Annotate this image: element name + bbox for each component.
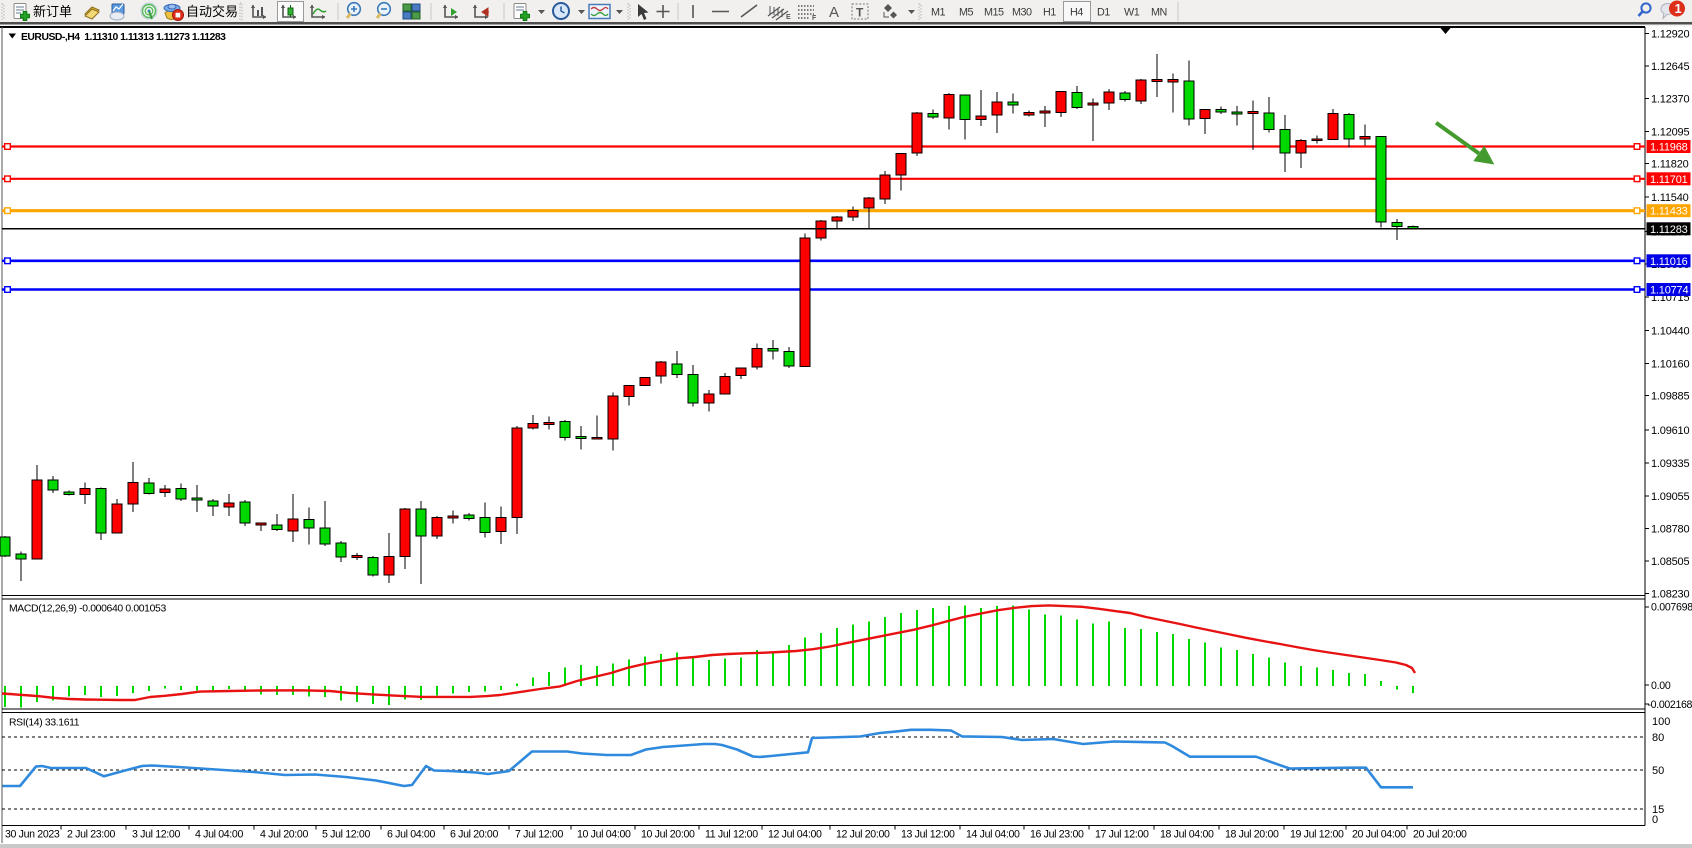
svg-text:F: F: [812, 15, 817, 22]
svg-text:1.09885: 1.09885: [1651, 391, 1689, 403]
svg-text:10 Jul 04:00: 10 Jul 04:00: [577, 829, 631, 841]
svg-text:17 Jul 12:00: 17 Jul 12:00: [1095, 829, 1149, 841]
svg-text:1.12370: 1.12370: [1651, 94, 1689, 106]
svg-text:12 Jul 04:00: 12 Jul 04:00: [768, 829, 822, 841]
svg-text:80: 80: [1652, 732, 1664, 744]
svg-text:20 Jul 04:00: 20 Jul 04:00: [1352, 829, 1406, 841]
svg-text:0.00: 0.00: [1651, 680, 1671, 692]
svg-text:2 Jul 23:00: 2 Jul 23:00: [67, 829, 115, 841]
svg-text:1.12920: 1.12920: [1651, 29, 1689, 41]
svg-text:MN: MN: [1151, 7, 1167, 19]
svg-text:M1: M1: [931, 7, 945, 19]
svg-text:10 Jul 20:00: 10 Jul 20:00: [641, 829, 695, 841]
svg-text:30 Jun 2023: 30 Jun 2023: [5, 829, 60, 841]
svg-text:1.11968: 1.11968: [1650, 142, 1688, 154]
svg-text:18 Jul 20:00: 18 Jul 20:00: [1225, 829, 1279, 841]
svg-text:D1: D1: [1097, 7, 1110, 19]
svg-text:1.09610: 1.09610: [1651, 425, 1689, 437]
svg-text:E: E: [786, 14, 791, 21]
svg-text:M5: M5: [959, 7, 973, 19]
svg-text:100: 100: [1652, 716, 1670, 728]
svg-text:13 Jul 12:00: 13 Jul 12:00: [901, 829, 955, 841]
svg-text:M15: M15: [984, 7, 1004, 19]
svg-text:-0.002168: -0.002168: [1648, 699, 1692, 711]
svg-text:M30: M30: [1012, 7, 1032, 19]
svg-text:1.12645: 1.12645: [1651, 61, 1689, 73]
svg-text:3 Jul 12:00: 3 Jul 12:00: [132, 829, 180, 841]
svg-text:1.08505: 1.08505: [1651, 556, 1689, 568]
svg-text:H1: H1: [1043, 7, 1056, 19]
svg-text:14 Jul 04:00: 14 Jul 04:00: [966, 829, 1020, 841]
svg-text:18 Jul 04:00: 18 Jul 04:00: [1160, 829, 1214, 841]
svg-text:1.11820: 1.11820: [1651, 159, 1689, 171]
svg-text:1.11701: 1.11701: [1650, 174, 1688, 186]
svg-text:H4: H4: [1070, 7, 1083, 19]
svg-text:6 Jul 20:00: 6 Jul 20:00: [450, 829, 498, 841]
svg-text:19 Jul 12:00: 19 Jul 12:00: [1290, 829, 1344, 841]
svg-text:1.10440: 1.10440: [1651, 326, 1689, 338]
svg-text:16 Jul 23:00: 16 Jul 23:00: [1030, 829, 1084, 841]
svg-text:W1: W1: [1124, 7, 1140, 19]
svg-text:1.11016: 1.11016: [1650, 256, 1688, 268]
svg-text:6 Jul 04:00: 6 Jul 04:00: [387, 829, 435, 841]
svg-text:12 Jul 20:00: 12 Jul 20:00: [836, 829, 890, 841]
svg-text:4 Jul 04:00: 4 Jul 04:00: [195, 829, 243, 841]
svg-text:20 Jul 20:00: 20 Jul 20:00: [1413, 829, 1467, 841]
svg-text:1.09335: 1.09335: [1651, 458, 1689, 470]
svg-text:1.11433: 1.11433: [1650, 206, 1688, 218]
svg-text:1.10160: 1.10160: [1651, 359, 1689, 371]
svg-text:0: 0: [1652, 814, 1658, 826]
svg-text:MACD(12,26,9) -0.000640 0.0010: MACD(12,26,9) -0.000640 0.001053: [9, 604, 166, 615]
svg-text:RSI(14) 33.1611: RSI(14) 33.1611: [9, 718, 80, 729]
svg-text:11 Jul 12:00: 11 Jul 12:00: [705, 829, 758, 841]
svg-text:4 Jul 20:00: 4 Jul 20:00: [260, 829, 308, 841]
svg-text:1.08780: 1.08780: [1651, 523, 1689, 535]
svg-text:50: 50: [1652, 765, 1664, 777]
svg-text:1.08230: 1.08230: [1651, 588, 1689, 600]
svg-text:1.10774: 1.10774: [1650, 285, 1688, 297]
svg-text:15: 15: [1652, 804, 1664, 816]
svg-text:5 Jul 12:00: 5 Jul 12:00: [322, 829, 370, 841]
svg-text:0.007698: 0.007698: [1651, 602, 1692, 614]
svg-text:1: 1: [1675, 1, 1682, 16]
svg-text:T: T: [856, 6, 864, 20]
svg-text:7 Jul 12:00: 7 Jul 12:00: [515, 829, 563, 841]
svg-text:新订单: 新订单: [33, 4, 72, 19]
svg-text:EURUSD-,H4 1.11310 1.11313 1.: EURUSD-,H4 1.11310 1.11313 1.11273 1.112…: [21, 32, 226, 43]
svg-text:A: A: [829, 4, 839, 21]
svg-text:1.12095: 1.12095: [1651, 127, 1689, 139]
svg-text:1.09055: 1.09055: [1651, 491, 1689, 503]
svg-text:1.11540: 1.11540: [1651, 192, 1689, 204]
svg-text:1.11283: 1.11283: [1650, 224, 1688, 236]
svg-text:自动交易: 自动交易: [186, 4, 238, 19]
